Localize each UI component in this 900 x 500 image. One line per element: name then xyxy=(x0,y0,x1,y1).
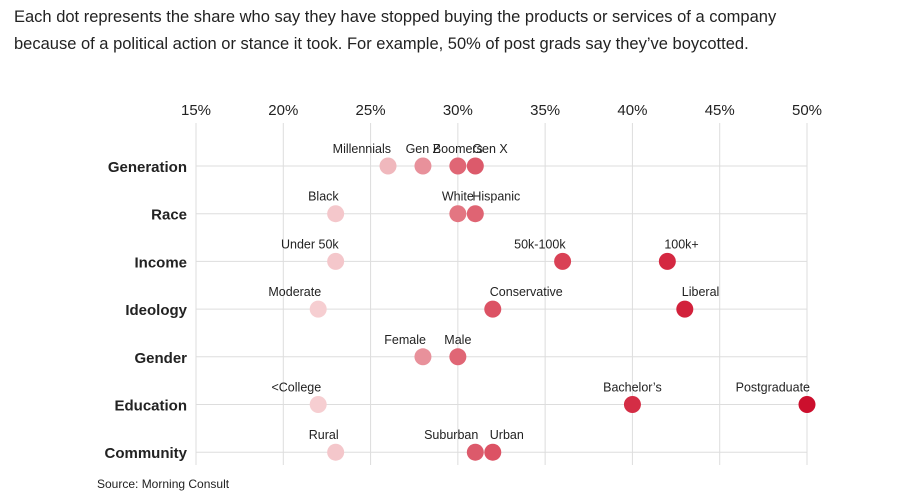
data-label-gen-x: Gen X xyxy=(472,142,508,156)
x-tick-label-15: 15% xyxy=(181,102,211,119)
category-label-gender: Gender xyxy=(134,350,187,367)
data-label-moderate: Moderate xyxy=(268,285,321,299)
data-label-bachelor-s: Bachelor’s xyxy=(603,381,662,395)
dot-black xyxy=(327,205,345,223)
data-label-liberal: Liberal xyxy=(682,285,720,299)
data-label-urban: Urban xyxy=(490,428,524,442)
data-label-100k: 100k+ xyxy=(664,237,698,251)
x-tick-label-30: 30% xyxy=(443,102,473,119)
dot-millennials xyxy=(379,157,397,175)
dot-hispanic xyxy=(466,205,484,223)
dot-college xyxy=(309,396,327,413)
category-label-ideology: Ideology xyxy=(125,302,187,319)
dot-rural xyxy=(327,443,345,461)
data-label-black: Black xyxy=(308,190,339,204)
dot-moderate xyxy=(309,300,327,318)
dot-bachelor-s xyxy=(623,396,641,413)
data-label-rural: Rural xyxy=(309,428,339,442)
source-note: Source: Morning Consult xyxy=(97,477,230,491)
x-tick-label-35: 35% xyxy=(530,102,560,119)
dot-boomers xyxy=(449,157,467,175)
dot-postgraduate xyxy=(798,396,816,413)
dot-white xyxy=(449,205,467,223)
category-label-education: Education xyxy=(114,398,187,415)
data-label-boomers: Boomers xyxy=(433,142,483,156)
category-label-race: Race xyxy=(151,207,187,224)
data-label-white: White xyxy=(442,190,474,204)
dot-liberal xyxy=(676,300,694,318)
data-label-male: Male xyxy=(444,333,471,347)
x-tick-label-40: 40% xyxy=(617,102,647,119)
dot-gen-x xyxy=(466,157,484,175)
dot-conservative xyxy=(484,300,502,318)
subtitle-line-2: because of a political action or stance … xyxy=(14,35,749,53)
x-tick-label-25: 25% xyxy=(356,102,386,119)
category-label-income: Income xyxy=(134,254,187,271)
data-points xyxy=(309,157,816,461)
data-label-suburban: Suburban xyxy=(424,428,478,442)
x-tick-label-50: 50% xyxy=(792,102,822,119)
data-label-college: <College xyxy=(271,381,321,395)
subtitle-line-1: Each dot represents the share who say th… xyxy=(14,8,777,26)
dot-gen-z xyxy=(414,157,432,175)
dot-female xyxy=(414,348,432,366)
x-tick-label-20: 20% xyxy=(268,102,298,119)
data-label-50k-100k: 50k-100k xyxy=(514,237,566,251)
x-axis-ticks: 15% 20% 25% 30% 35% 40% 45% 50% xyxy=(181,102,822,119)
dot-suburban xyxy=(466,443,484,461)
x-tick-label-45: 45% xyxy=(705,102,735,119)
data-label-under-50k: Under 50k xyxy=(281,237,339,251)
data-label-hispanic: Hispanic xyxy=(472,190,520,204)
chart-subtitle: Each dot represents the share who say th… xyxy=(14,4,886,58)
data-label-conservative: Conservative xyxy=(490,285,563,299)
category-label-generation: Generation xyxy=(108,159,187,176)
data-label-female: Female xyxy=(384,333,426,347)
dot-under-50k xyxy=(327,252,345,270)
dot-100k xyxy=(658,252,676,270)
data-label-gen-z: Gen Z xyxy=(406,142,441,156)
y-axis-categories: Generation Race Income Ideology Gender Educat… xyxy=(105,159,188,462)
category-label-community: Community xyxy=(105,445,188,462)
dot-male xyxy=(449,348,467,366)
data-label-millennials: Millennials xyxy=(333,142,391,156)
dot-50k-100k xyxy=(554,252,572,270)
data-label-postgraduate: Postgraduate xyxy=(736,381,810,395)
dot-urban xyxy=(484,443,502,461)
